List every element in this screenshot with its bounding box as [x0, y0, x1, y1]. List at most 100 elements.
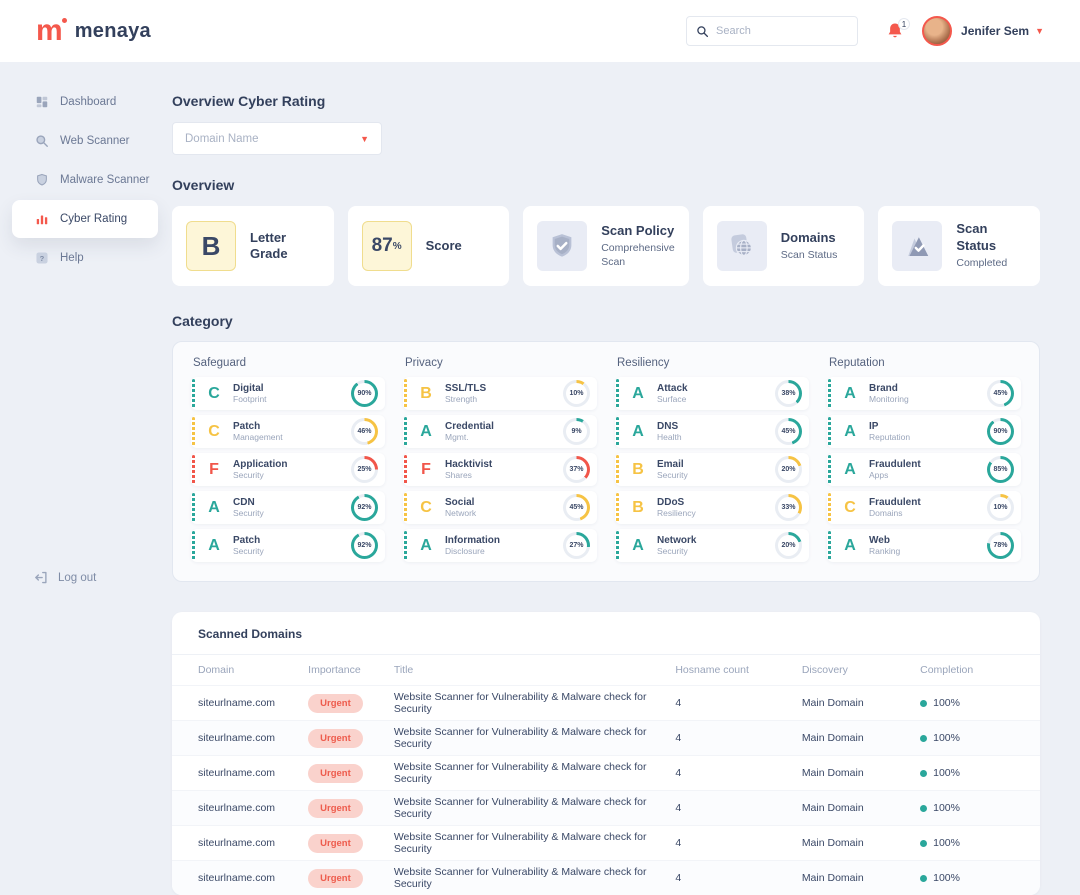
- card-scan-status[interactable]: Scan Status Completed: [878, 206, 1040, 286]
- importance-badge: Urgent: [308, 693, 363, 713]
- category-item-title: CDN: [233, 496, 255, 508]
- table-row[interactable]: siteurlname.com Urgent Website Scanner for…: [172, 685, 1040, 720]
- percent-value: 90%: [990, 421, 1011, 442]
- user-menu-chevron-down-icon[interactable]: ▼: [1035, 26, 1044, 36]
- percent-value: 10%: [990, 497, 1011, 518]
- category-item-network-security[interactable]: A Network Security 20%: [615, 529, 809, 562]
- category-item-ip-reputation[interactable]: A IP Reputation 90%: [827, 415, 1021, 448]
- sidebar-item-cyber-rating[interactable]: Cyber Rating: [12, 200, 158, 238]
- grade-stripe: [616, 379, 619, 408]
- grade-letter: A: [420, 536, 432, 554]
- percent-ring: 10%: [563, 380, 590, 407]
- importance-badge: Urgent: [308, 728, 363, 748]
- scanned-domains-panel: Scanned Domains Domain Importance Title Hos…: [172, 612, 1040, 895]
- category-item-text: Credential Mgmt.: [445, 421, 494, 442]
- category-item-title: Network: [657, 534, 697, 546]
- card-domains[interactable]: Domains Scan Status: [702, 206, 865, 286]
- category-item-hacktivist-shares[interactable]: F Hacktivist Shares 37%: [403, 453, 597, 486]
- cell-domain: siteurlname.com: [198, 802, 276, 814]
- grade-letter: C: [208, 384, 220, 402]
- percent-value: 10%: [566, 383, 587, 404]
- category-item-subtitle: Shares: [445, 469, 472, 480]
- card-letter-grade[interactable]: B Letter Grade: [172, 206, 334, 286]
- category-item-ddos-resiliency[interactable]: B DDoS Resiliency 33%: [615, 491, 809, 524]
- table-row[interactable]: siteurlname.com Urgent Website Scanner for…: [172, 860, 1040, 895]
- category-item-subtitle: Security: [233, 545, 264, 556]
- search-input[interactable]: [716, 25, 849, 37]
- category-item-patch-security[interactable]: A Patch Security 92%: [191, 529, 385, 562]
- brand-logo[interactable]: m menaya: [36, 16, 151, 46]
- category-item-title: DDoS: [657, 496, 685, 508]
- cell-completion: 100%: [920, 837, 1014, 849]
- table-row[interactable]: siteurlname.com Urgent Website Scanner for…: [172, 720, 1040, 755]
- category-item-dns-health[interactable]: A DNS Health 45%: [615, 415, 809, 448]
- category-item-patch-management[interactable]: C Patch Management 46%: [191, 415, 385, 448]
- category-item-title: Brand: [869, 382, 898, 394]
- domain-name-select[interactable]: Domain Name ▼: [172, 122, 382, 155]
- sidebar-item-help[interactable]: ? Help: [12, 239, 158, 277]
- cell-discovery: Main Domain: [801, 732, 864, 744]
- column-header-domain: Domain: [198, 664, 235, 676]
- category-item-cdn-security[interactable]: A CDN Security 92%: [191, 491, 385, 524]
- grade-letter: A: [208, 498, 220, 516]
- logout-button[interactable]: Log out: [34, 570, 96, 585]
- cell-hostname-count: 4: [675, 697, 682, 709]
- sidebar-item-malware-scanner[interactable]: Malware Scanner: [12, 161, 158, 199]
- category-item-brand-monitoring[interactable]: A Brand Monitoring 45%: [827, 377, 1021, 410]
- grade-letter: A: [632, 384, 644, 402]
- category-item-title: Social: [445, 496, 475, 508]
- card-text: Score: [426, 238, 462, 254]
- percent-ring: 45%: [987, 380, 1014, 407]
- cell-hostname-count: 4: [675, 767, 682, 779]
- grade-stripe: [192, 417, 195, 446]
- notifications-button[interactable]: 1: [886, 18, 911, 40]
- cell-domain: siteurlname.com: [198, 837, 276, 849]
- category-item-subtitle: Footprint: [233, 393, 267, 404]
- category-item-fraudulent-domains[interactable]: C Fraudulent Domains 10%: [827, 491, 1021, 524]
- category-item-text: Attack Surface: [657, 383, 688, 404]
- sidebar-item-label: Web Scanner: [60, 135, 130, 147]
- category-item-fraudulent-apps[interactable]: A Fraudulent Apps 85%: [827, 453, 1021, 486]
- category-item-subtitle: Management: [233, 431, 283, 442]
- domain-select-placeholder: Domain Name: [185, 132, 259, 145]
- category-item-social-network[interactable]: C Social Network 45%: [403, 491, 597, 524]
- category-item-application-security[interactable]: F Application Security 25%: [191, 453, 385, 486]
- card-scan-policy[interactable]: Scan Policy Comprehensive Scan: [523, 206, 689, 286]
- category-item-subtitle: Surface: [657, 393, 687, 404]
- category-item-web-ranking[interactable]: A Web Ranking 78%: [827, 529, 1021, 562]
- category-item-subtitle: Security: [657, 545, 688, 556]
- card-score[interactable]: 87% Score: [347, 206, 510, 286]
- search-box[interactable]: [686, 16, 859, 46]
- category-item-information-disclosure[interactable]: A Information Disclosure 27%: [403, 529, 597, 562]
- malware-scanner-icon: [34, 173, 49, 188]
- sidebar-item-dashboard[interactable]: Dashboard: [12, 83, 158, 121]
- category-item-credential-mgmt[interactable]: A Credential Mgmt. 9%: [403, 415, 597, 448]
- category-item-title: Application: [233, 458, 288, 470]
- table-row[interactable]: siteurlname.com Urgent Website Scanner for…: [172, 755, 1040, 790]
- category-item-ssl-tls-strength[interactable]: B SSL/TLS Strength 10%: [403, 377, 597, 410]
- category-item-title: Patch: [233, 534, 261, 546]
- table-row[interactable]: siteurlname.com Urgent Website Scanner for…: [172, 790, 1040, 825]
- card-subtitle: Comprehensive Scan: [601, 241, 675, 268]
- card-text: Domains Scan Status: [781, 230, 838, 263]
- category-item-digital-footprint[interactable]: C Digital Footprint 90%: [191, 377, 385, 410]
- importance-badge: Urgent: [308, 798, 363, 818]
- grade-letter: C: [420, 498, 432, 516]
- category-item-email-security[interactable]: B Email Security 20%: [615, 453, 809, 486]
- cell-hostname-count: 4: [675, 837, 682, 849]
- avatar[interactable]: [922, 16, 953, 46]
- cell-importance: Urgent: [308, 693, 394, 713]
- category-column-safeguard: Safeguard C Digital Footprint 90% C Patch Manag…: [191, 354, 385, 567]
- score-value: 87: [371, 235, 393, 256]
- sidebar-item-web-scanner[interactable]: Web Scanner: [12, 122, 158, 160]
- cell-discovery: Main Domain: [801, 767, 864, 779]
- category-item-subtitle: Strength: [445, 393, 478, 404]
- percent-value: 45%: [778, 421, 799, 442]
- card-title: Letter Grade: [250, 229, 288, 261]
- cell-importance: Urgent: [308, 833, 394, 853]
- grade-stripe: [828, 531, 831, 560]
- table-row[interactable]: siteurlname.com Urgent Website Scanner for…: [172, 825, 1040, 860]
- category-item-attack-surface[interactable]: A Attack Surface 38%: [615, 377, 809, 410]
- grade-letter: C: [208, 422, 220, 440]
- cell-completion: 100%: [920, 767, 1014, 779]
